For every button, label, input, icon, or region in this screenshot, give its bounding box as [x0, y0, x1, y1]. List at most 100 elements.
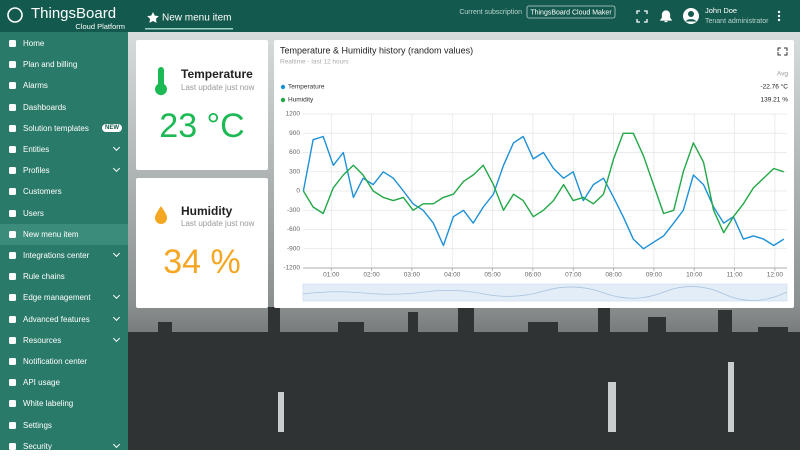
- subscription-button[interactable]: [526, 5, 616, 19]
- nav-item[interactable]: White labeling: [0, 393, 128, 414]
- nav-expand-icon[interactable]: [112, 334, 121, 342]
- nav-label[interactable]: New menu item: [23, 229, 79, 239]
- fullscreen-button[interactable]: [636, 10, 648, 23]
- nav-label[interactable]: Dashboards: [23, 102, 67, 112]
- x-tick-label: 01:00: [323, 272, 340, 279]
- series-line: [302, 132, 785, 234]
- nav-icon: [9, 103, 16, 111]
- legend-avg: 139.21 %: [761, 97, 789, 104]
- nav-label[interactable]: Alarms: [23, 81, 48, 91]
- nav-item[interactable]: Customers: [0, 181, 128, 202]
- nav-label[interactable]: API usage: [23, 378, 60, 388]
- nav-item[interactable]: Home: [0, 33, 128, 54]
- x-tick-label: 07:00: [565, 272, 582, 279]
- nav-expand-icon[interactable]: [112, 165, 121, 173]
- nav-expand-icon[interactable]: [112, 292, 121, 300]
- nav-label[interactable]: Users: [23, 208, 44, 218]
- nav-label[interactable]: White labeling: [23, 399, 74, 409]
- nav-item[interactable]: Notification center: [0, 351, 128, 372]
- legend-label: Humidity: [288, 97, 314, 104]
- nav-item[interactable]: API usage: [0, 372, 128, 393]
- y-tick-label: 300: [289, 168, 300, 175]
- nav-icon: [9, 294, 16, 302]
- chart-title: Temperature & Humidity history (random v…: [280, 45, 473, 55]
- top-bar: ThingsBoard Cloud Platform New menu item…: [0, 0, 800, 32]
- chart-fullscreen-button[interactable]: [777, 47, 788, 56]
- nav-label[interactable]: Rule chains: [23, 272, 65, 282]
- nav-icon: [9, 379, 16, 387]
- nav-label[interactable]: Entities: [23, 145, 50, 154]
- nav-expand-icon[interactable]: [112, 249, 121, 258]
- nav-item[interactable]: Settings: [0, 415, 128, 436]
- nav-label[interactable]: Solution templates: [23, 123, 89, 133]
- nav-item[interactable]: Solution templates NEW: [0, 118, 128, 139]
- nav-item[interactable]: Profiles: [0, 160, 128, 181]
- nav-item[interactable]: Users: [0, 203, 128, 224]
- nav-item[interactable]: New menu item: [0, 223, 128, 245]
- nav-item[interactable]: Plan and billing: [0, 54, 128, 75]
- y-tick-label: 0: [296, 188, 300, 195]
- widget-value: 23 °C: [159, 107, 244, 145]
- nav-badge: NEW: [102, 124, 122, 133]
- avatar-head: [688, 11, 694, 17]
- x-tick-label: 03:00: [404, 272, 421, 279]
- nav-icon: [9, 146, 16, 153]
- nav-icon: [9, 188, 16, 196]
- widget-subtitle: Last update just now: [181, 83, 255, 92]
- nav-label[interactable]: Notification center: [23, 357, 88, 366]
- nav-label[interactable]: Resources: [23, 335, 62, 345]
- legend-header: Avg: [777, 71, 788, 78]
- nav-label[interactable]: Customers: [23, 187, 62, 197]
- humidity-widget: Humidity Last update just now 34 %: [155, 204, 255, 281]
- nav-label[interactable]: Home: [23, 39, 45, 48]
- nav-icon: [9, 252, 16, 259]
- y-tick-label: -600: [287, 226, 300, 233]
- sidebar: Home Plan and billing Alarms Dashboards Solu…: [0, 32, 128, 451]
- nav-item[interactable]: Dashboards: [0, 97, 128, 118]
- nav-label[interactable]: Profiles: [23, 166, 50, 176]
- nav-expand-icon[interactable]: [112, 440, 121, 448]
- page-title: New menu item: [162, 13, 231, 24]
- x-tick-label: 02:00: [363, 272, 380, 279]
- x-tick-label: 10:00: [686, 272, 703, 279]
- nav-label[interactable]: Advanced features: [23, 314, 90, 324]
- nav-label[interactable]: Settings: [23, 420, 52, 430]
- nav-item[interactable]: Advanced features: [0, 309, 128, 330]
- nav-label[interactable]: Integrations center: [23, 251, 90, 260]
- more-menu-button[interactable]: [777, 10, 781, 22]
- legend-marker: [280, 84, 286, 90]
- nav-item[interactable]: Integrations center: [0, 245, 128, 266]
- widget-subtitle: Last update just now: [181, 219, 255, 228]
- top-bar-graphics: ThingsBoard Cloud Platform New menu item…: [7, 5, 781, 31]
- nav-item[interactable]: Rule chains: [0, 266, 128, 287]
- nav-item[interactable]: Security: [0, 436, 128, 457]
- nav-item[interactable]: Alarms: [0, 75, 128, 96]
- y-tick-label: -1200: [283, 265, 300, 272]
- nav-item[interactable]: Resources: [0, 330, 128, 351]
- nav-icon: [9, 230, 16, 238]
- chart: Temperature & Humidity history (random v…: [280, 45, 789, 302]
- nav-expand-icon[interactable]: [112, 313, 121, 321]
- user-role: Tenant administrator: [705, 18, 769, 25]
- legend-marker: [280, 97, 286, 103]
- nav-icon: [9, 61, 16, 69]
- nav-label[interactable]: Edge management: [23, 293, 91, 303]
- nav-icon: [9, 421, 16, 429]
- nav-icon: [9, 442, 16, 450]
- nav-icon: [9, 336, 16, 344]
- time-navigator[interactable]: [302, 283, 788, 302]
- temperature-widget: Temperature Last update just now 23 °C: [155, 67, 255, 145]
- nav-label[interactable]: Security: [23, 441, 52, 451]
- nav-item[interactable]: Entities: [0, 139, 128, 160]
- notifications-button[interactable]: [659, 10, 673, 23]
- nav-icon: [9, 167, 16, 175]
- logo-title: ThingsBoard: [31, 5, 116, 22]
- nav-expand-icon[interactable]: [112, 143, 121, 152]
- nav-label[interactable]: Plan and billing: [23, 60, 78, 70]
- y-tick-label: 600: [289, 149, 300, 156]
- nav-icon: [9, 358, 16, 365]
- nav-icon: [9, 40, 16, 47]
- subscription-plan[interactable]: ThingsBoard Cloud Maker: [530, 9, 612, 16]
- nav-item[interactable]: Edge management: [0, 287, 128, 308]
